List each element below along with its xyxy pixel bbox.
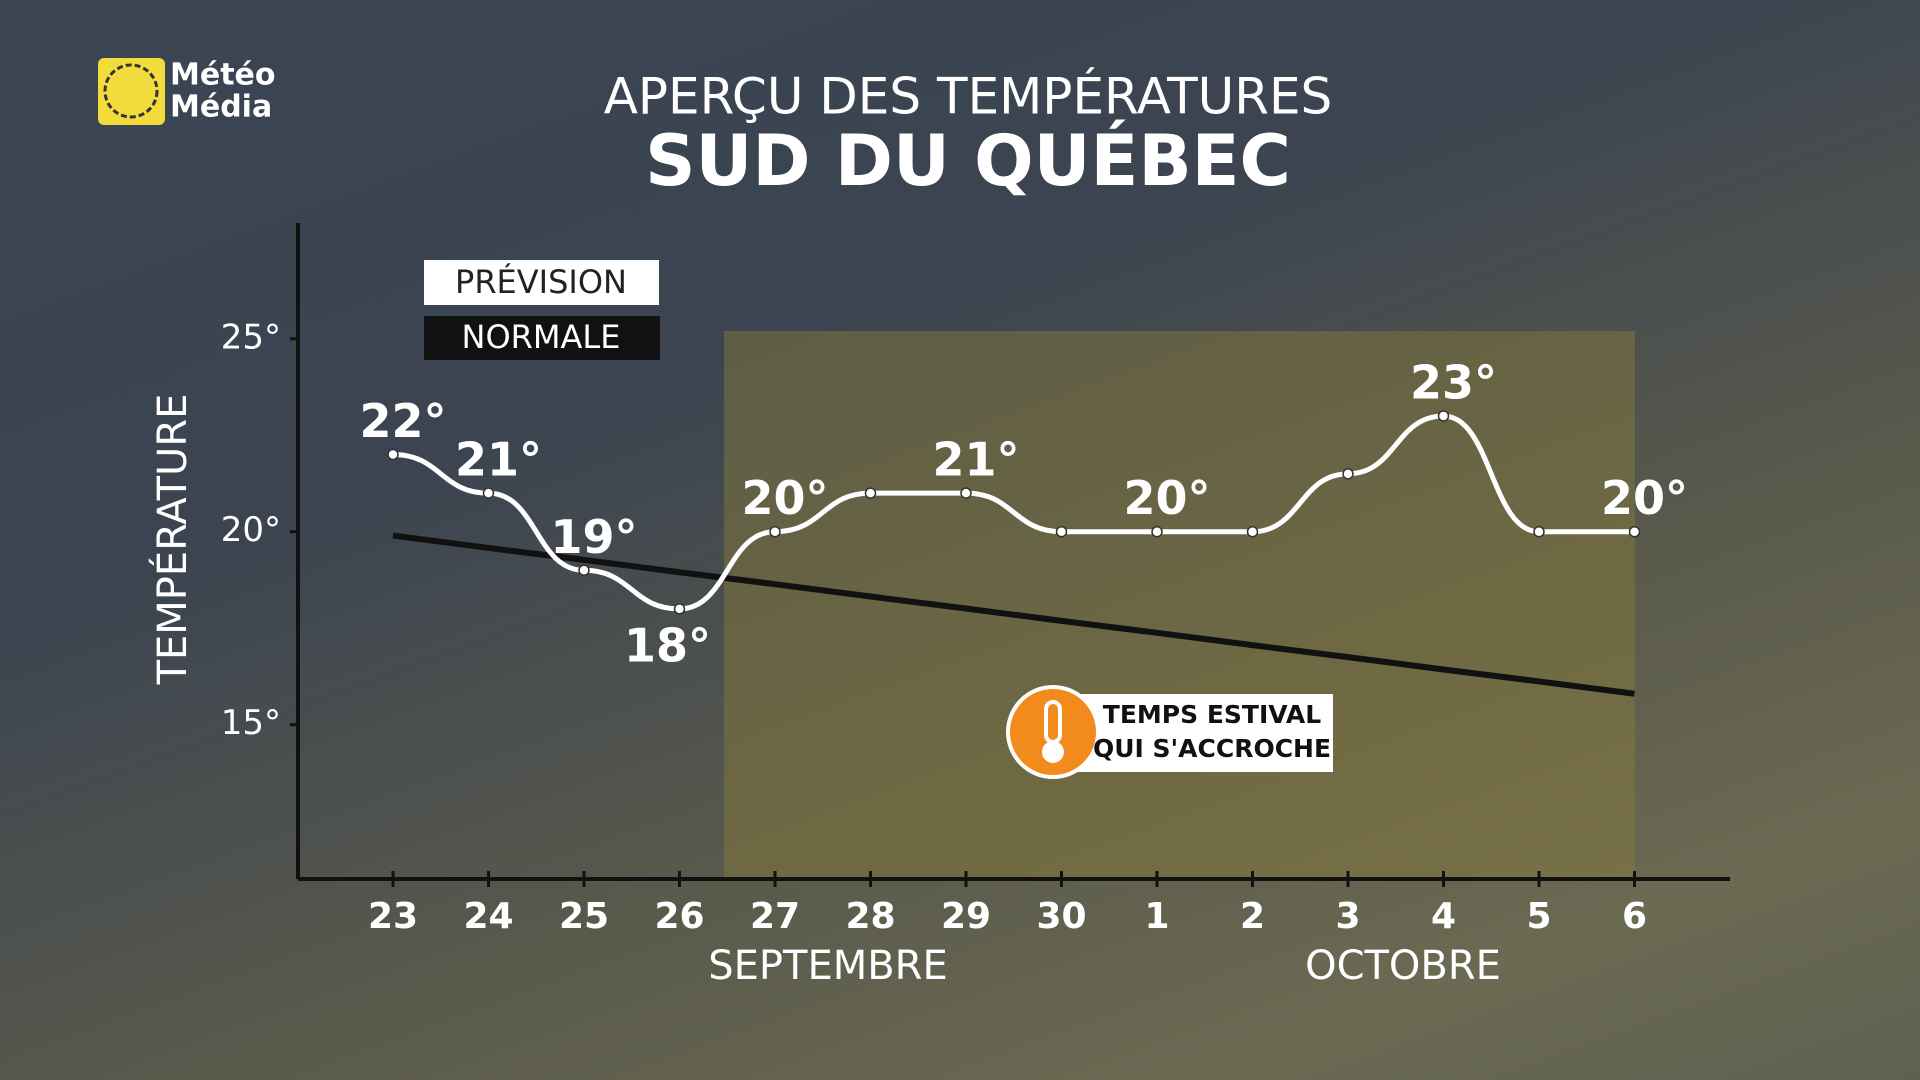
highlight-region [724, 331, 1635, 879]
legend-swatch [424, 260, 659, 305]
y-tick-label: 15° [221, 703, 281, 743]
annotation: TEMPS ESTIVAL QUI S'ACCROCHE [1006, 685, 1333, 779]
point [864, 487, 877, 499]
point [578, 564, 590, 577]
x-tick-label: 30 [1036, 896, 1086, 937]
point [673, 603, 686, 615]
point [1055, 525, 1068, 538]
logo-icon [98, 58, 165, 125]
data-label: 20° [741, 471, 828, 525]
x-tick-label: 6 [1622, 896, 1647, 937]
logo-globe [103, 63, 159, 119]
legend-label: NORMALE [462, 318, 621, 356]
point [1533, 525, 1545, 538]
point [769, 525, 781, 538]
logo: Météo Média [98, 58, 276, 125]
logo-text: Météo [170, 58, 276, 93]
x-tick-label: 24 [463, 896, 513, 937]
data-label: 19° [550, 510, 637, 564]
x-tick-label: 3 [1335, 896, 1360, 937]
data-label: 21° [932, 433, 1019, 487]
y-tick-label: 25° [221, 317, 281, 357]
point [1246, 525, 1259, 538]
x-tick-label: 4 [1431, 896, 1456, 937]
x-tick-label: 1 [1144, 896, 1169, 937]
x-tick-label: 23 [368, 896, 418, 937]
annotation-text: QUI S'ACCROCHE [1093, 734, 1331, 763]
data-label: 20° [1123, 471, 1210, 525]
month-label: SEPTEMBRE [708, 943, 948, 989]
logo-text: Média [170, 90, 272, 125]
thermometer-bulb [1042, 741, 1064, 763]
point [1151, 525, 1163, 538]
month-label: OCTOBRE [1305, 943, 1501, 989]
y-axis-label: TEMPÉRATURE [148, 394, 196, 686]
data-label: 21° [455, 433, 542, 487]
chart-subtitle: SUD DU QUÉBEC [645, 120, 1291, 202]
x-tick-label: 5 [1526, 896, 1551, 937]
x-tick-label: 2 [1240, 896, 1265, 937]
point [1628, 525, 1641, 538]
point [387, 448, 399, 461]
x-tick-label: 27 [750, 896, 800, 937]
point [482, 487, 495, 499]
chart-title: APERÇU DES TEMPÉRATURES [604, 67, 1333, 126]
data-label: 18° [624, 618, 711, 672]
annotation-icon [1006, 685, 1100, 779]
annotation-text: TEMPS ESTIVAL [1103, 700, 1321, 729]
x-tick-label: 26 [654, 896, 704, 937]
x-tick-label: 28 [845, 896, 895, 937]
legend-label: PRÉVISION [455, 263, 627, 301]
point [1342, 468, 1354, 480]
point [1437, 410, 1450, 422]
y-tick-label: 20° [221, 510, 281, 550]
annotation-box [1078, 694, 1333, 772]
data-label: 22° [359, 394, 446, 448]
line-1 [392, 532, 1635, 697]
legend-swatch [424, 316, 660, 360]
data-label: 20° [1601, 471, 1688, 525]
data-label: 23° [1410, 355, 1497, 409]
legend: PRÉVISION NORMALE [424, 260, 660, 360]
point [960, 487, 972, 499]
x-tick-label: 29 [941, 896, 991, 937]
x-tick-label: 25 [559, 896, 609, 937]
